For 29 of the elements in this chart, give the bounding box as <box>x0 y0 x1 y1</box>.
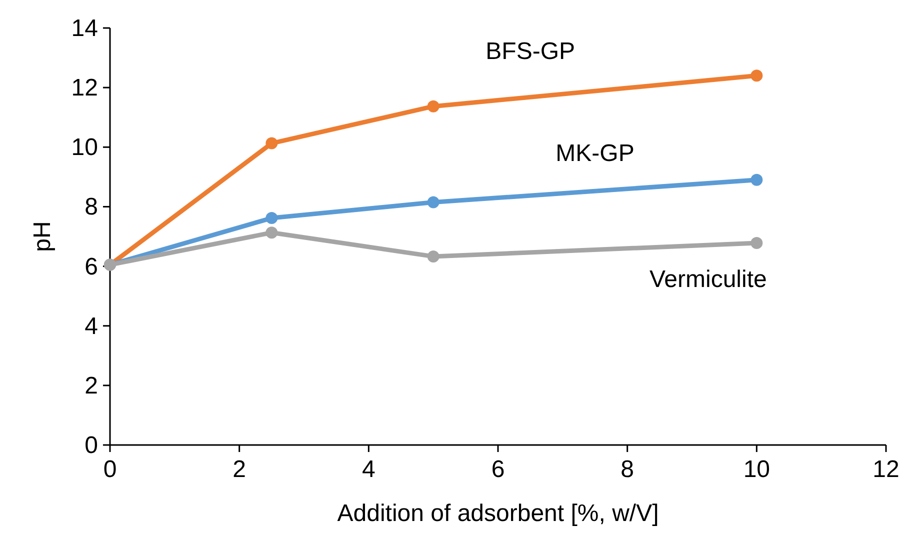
x-tick-label: 6 <box>491 456 505 483</box>
point <box>427 100 440 112</box>
y-tick-label: 8 <box>84 194 98 221</box>
x-tick-label: 4 <box>362 456 376 483</box>
point <box>427 196 440 208</box>
point <box>266 212 278 224</box>
point <box>266 137 278 150</box>
y-tick-label: 10 <box>71 134 98 162</box>
point <box>266 226 278 239</box>
y-tick-label: 4 <box>84 312 98 340</box>
point <box>750 174 763 186</box>
y-tick-label: 2 <box>84 372 98 400</box>
x-tick-label: 12 <box>872 456 900 483</box>
y-tick-label: 0 <box>84 432 98 459</box>
x-tick-label: 2 <box>232 456 246 483</box>
y-tick-label: 6 <box>84 253 98 280</box>
point <box>750 237 763 250</box>
point <box>427 250 440 262</box>
y-tick-label: 14 <box>71 15 98 42</box>
point <box>750 70 763 82</box>
series-label: Vermiculite <box>649 266 767 294</box>
y-tick-label: 12 <box>71 74 98 102</box>
x-tick-label: 8 <box>620 456 634 483</box>
x-tick-label: 10 <box>743 456 770 483</box>
x-tick-label: 0 <box>103 456 117 483</box>
y-axis-title: pH <box>29 221 56 252</box>
series-label: BFS-GP <box>486 38 576 66</box>
x-axis-title: Addition of adsorbent [%, w/V] <box>337 500 659 527</box>
series-label: MK-GP <box>556 140 634 168</box>
